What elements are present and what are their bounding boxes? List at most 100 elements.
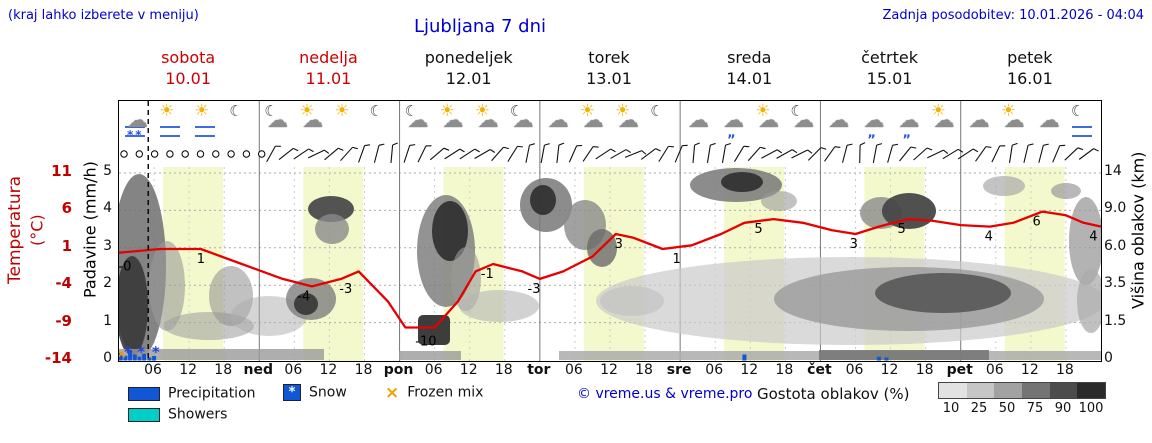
temperature-axis-title: Temperatura xyxy=(5,175,25,285)
sun-icon: ☀ xyxy=(330,103,364,141)
gradient-segment-75 xyxy=(1022,383,1050,398)
sun-cloud-icon: ☀ ☁ xyxy=(295,103,329,141)
time-tick-3: ned xyxy=(243,362,274,378)
rain-cloud-icon: „ ☁ xyxy=(716,103,750,141)
gradient-value: 10 xyxy=(942,401,960,416)
svg-text:1: 1 xyxy=(197,252,205,267)
time-tick-26: 18 xyxy=(1056,362,1074,378)
page-title: Ljubljana 7 dni xyxy=(413,16,547,37)
svg-text:-10: -10 xyxy=(415,334,436,349)
weather-icon-row: ** ☁ ☀ ☀ ☾ ☾ ☁ ☀ ☁ ☀ ☾ ☾ ☁ ☀ ☁ ☀ ☁ ☾ ☁ ☁ ☀ ☁ ☀ ☁ ☾ ☁ „ ☁ ☀ ☁ ☾ ☁ ☁ „ ☁ „ ☁ ☀ ☁… xyxy=(119,101,1101,143)
snow-star-icon: * xyxy=(283,384,301,401)
gradient-value: 25 xyxy=(970,401,988,416)
time-tick-16: 06 xyxy=(705,362,724,378)
cloud-glyph-icon: ☁ xyxy=(407,108,429,132)
sun-glyph-icon: ☀ xyxy=(334,101,350,121)
rain-cloud-icon: „ ☁ xyxy=(892,103,926,141)
cloud-tick-3.5: 3.5 xyxy=(1104,275,1127,292)
svg-text:-1: -1 xyxy=(481,267,494,282)
legend-label-snow: Snow xyxy=(309,384,347,401)
legend-item-snow: * Snow xyxy=(283,382,347,401)
svg-text:3: 3 xyxy=(850,237,858,252)
sun-cloud-icon: ☀ ☁ xyxy=(471,103,505,141)
svg-text:-3: -3 xyxy=(339,282,352,297)
time-tick-23: pet xyxy=(946,362,973,378)
sun-cloud-icon: ☀ ☁ xyxy=(927,103,961,141)
moon-glyph-icon: ☾ xyxy=(650,102,664,120)
time-tick-7: pon xyxy=(383,362,414,378)
cloud-tick-1.5: 1.5 xyxy=(1104,312,1127,329)
menu-hint-note: (kraj lahko izberete v meniju) xyxy=(8,8,199,23)
moon-cloud-icon: ☾ ☁ xyxy=(786,103,820,141)
sun-glyph-icon: ☀ xyxy=(439,101,455,121)
precip-tick-3: 3 xyxy=(103,237,112,254)
moon-cloud-icon: ☾ ☁ xyxy=(260,103,294,141)
cloud-glyph-icon: ☁ xyxy=(1003,108,1025,132)
snow-fog-cloud-icon: ** ☁ xyxy=(120,103,154,141)
day-name-nedelja: nedelja xyxy=(299,48,358,67)
moon-glyph-icon: ☾ xyxy=(369,102,383,120)
time-tick-21: 12 xyxy=(880,362,899,378)
time-tick-17: 12 xyxy=(740,362,759,378)
cloud-glyph-icon: ☁ xyxy=(618,108,639,132)
time-tick-20: 06 xyxy=(845,362,864,378)
moon-glyph-icon: ☾ xyxy=(509,102,524,120)
sun-cloud-icon: ☀ ☁ xyxy=(436,103,470,141)
gradient-segment-25 xyxy=(966,383,995,398)
sun-glyph-icon: ☀ xyxy=(474,101,490,121)
cloud-glyph-icon: ☁ xyxy=(863,108,885,132)
cloud-glyph-icon: ☁ xyxy=(688,108,710,132)
time-tick-6: 18 xyxy=(354,362,373,378)
cloud-glyph-icon: ☁ xyxy=(512,108,534,132)
svg-text:*: * xyxy=(124,343,132,361)
precipitation-axis-title: Padavine (mm/h) xyxy=(80,161,100,299)
svg-text:4: 4 xyxy=(1089,230,1097,245)
day-name-torek: torek xyxy=(588,48,630,67)
copyright-text: © vreme.us & vreme.pro xyxy=(577,386,753,402)
time-tick-19: čet xyxy=(807,362,832,378)
sun-glyph-icon: ☀ xyxy=(579,101,596,121)
moon-glyph-icon: ☾ xyxy=(790,102,804,120)
cloud-icon: ☁ xyxy=(1032,103,1066,141)
sun-cloud-icon: ☀ ☁ xyxy=(751,103,785,141)
cloud-density-scale-values: 10 25 50 75 90 100 xyxy=(937,401,1105,416)
cloud-tick-0: 0 xyxy=(1104,350,1113,366)
temp-tick-11: 11 xyxy=(51,162,72,180)
time-tick-10: 18 xyxy=(494,362,513,378)
legend-label-showers: Showers xyxy=(168,406,228,423)
time-tick-15: sre xyxy=(666,362,692,378)
time-tick-24: 06 xyxy=(985,362,1004,378)
time-tick-9: 12 xyxy=(459,362,478,378)
cloud-glyph-icon: ☁ xyxy=(477,108,499,132)
cloud-glyph-icon: ☁ xyxy=(302,108,324,132)
moon-cloud-icon: ☾ ☁ xyxy=(401,103,435,141)
gradient-segment-100 xyxy=(1077,383,1106,398)
day-date-petek: 16.01 xyxy=(1006,69,1053,88)
gradient-segment-50 xyxy=(994,383,1023,398)
cloud-tick-9.0: 9.0 xyxy=(1104,200,1127,217)
day-date-torek: 13.01 xyxy=(586,69,632,88)
precip-tick-2: 2 xyxy=(103,275,112,292)
cloud-glyph-icon: ☁ xyxy=(898,108,920,132)
sun-glyph-icon: ☀ xyxy=(159,101,175,121)
svg-text:*: * xyxy=(137,343,145,361)
sun-glyph-icon: ☀ xyxy=(930,101,946,121)
moon-glyph-icon: ☾ xyxy=(229,102,243,120)
day-name-sobota: sobota xyxy=(161,48,216,67)
time-tick-5: 12 xyxy=(319,362,338,378)
sun-glyph-icon: ☀ xyxy=(1000,101,1017,121)
cloud-scale-title: Gostota oblakov (%) xyxy=(757,385,910,403)
gradient-segment-90 xyxy=(1049,383,1078,398)
precipitation-swatch-icon xyxy=(128,386,160,401)
cloud-icon: ☁ xyxy=(962,103,996,141)
time-tick-18: 18 xyxy=(775,362,794,378)
precip-tick-5: 5 xyxy=(103,163,112,179)
gradient-value: 90 xyxy=(1054,401,1072,416)
rain-glyph-icon: „ xyxy=(727,126,736,141)
sun-cloud-icon: ☀ ☁ xyxy=(576,103,610,141)
moon-cloud-icon: ☾ ☁ xyxy=(506,103,540,141)
svg-text:5: 5 xyxy=(898,222,906,237)
